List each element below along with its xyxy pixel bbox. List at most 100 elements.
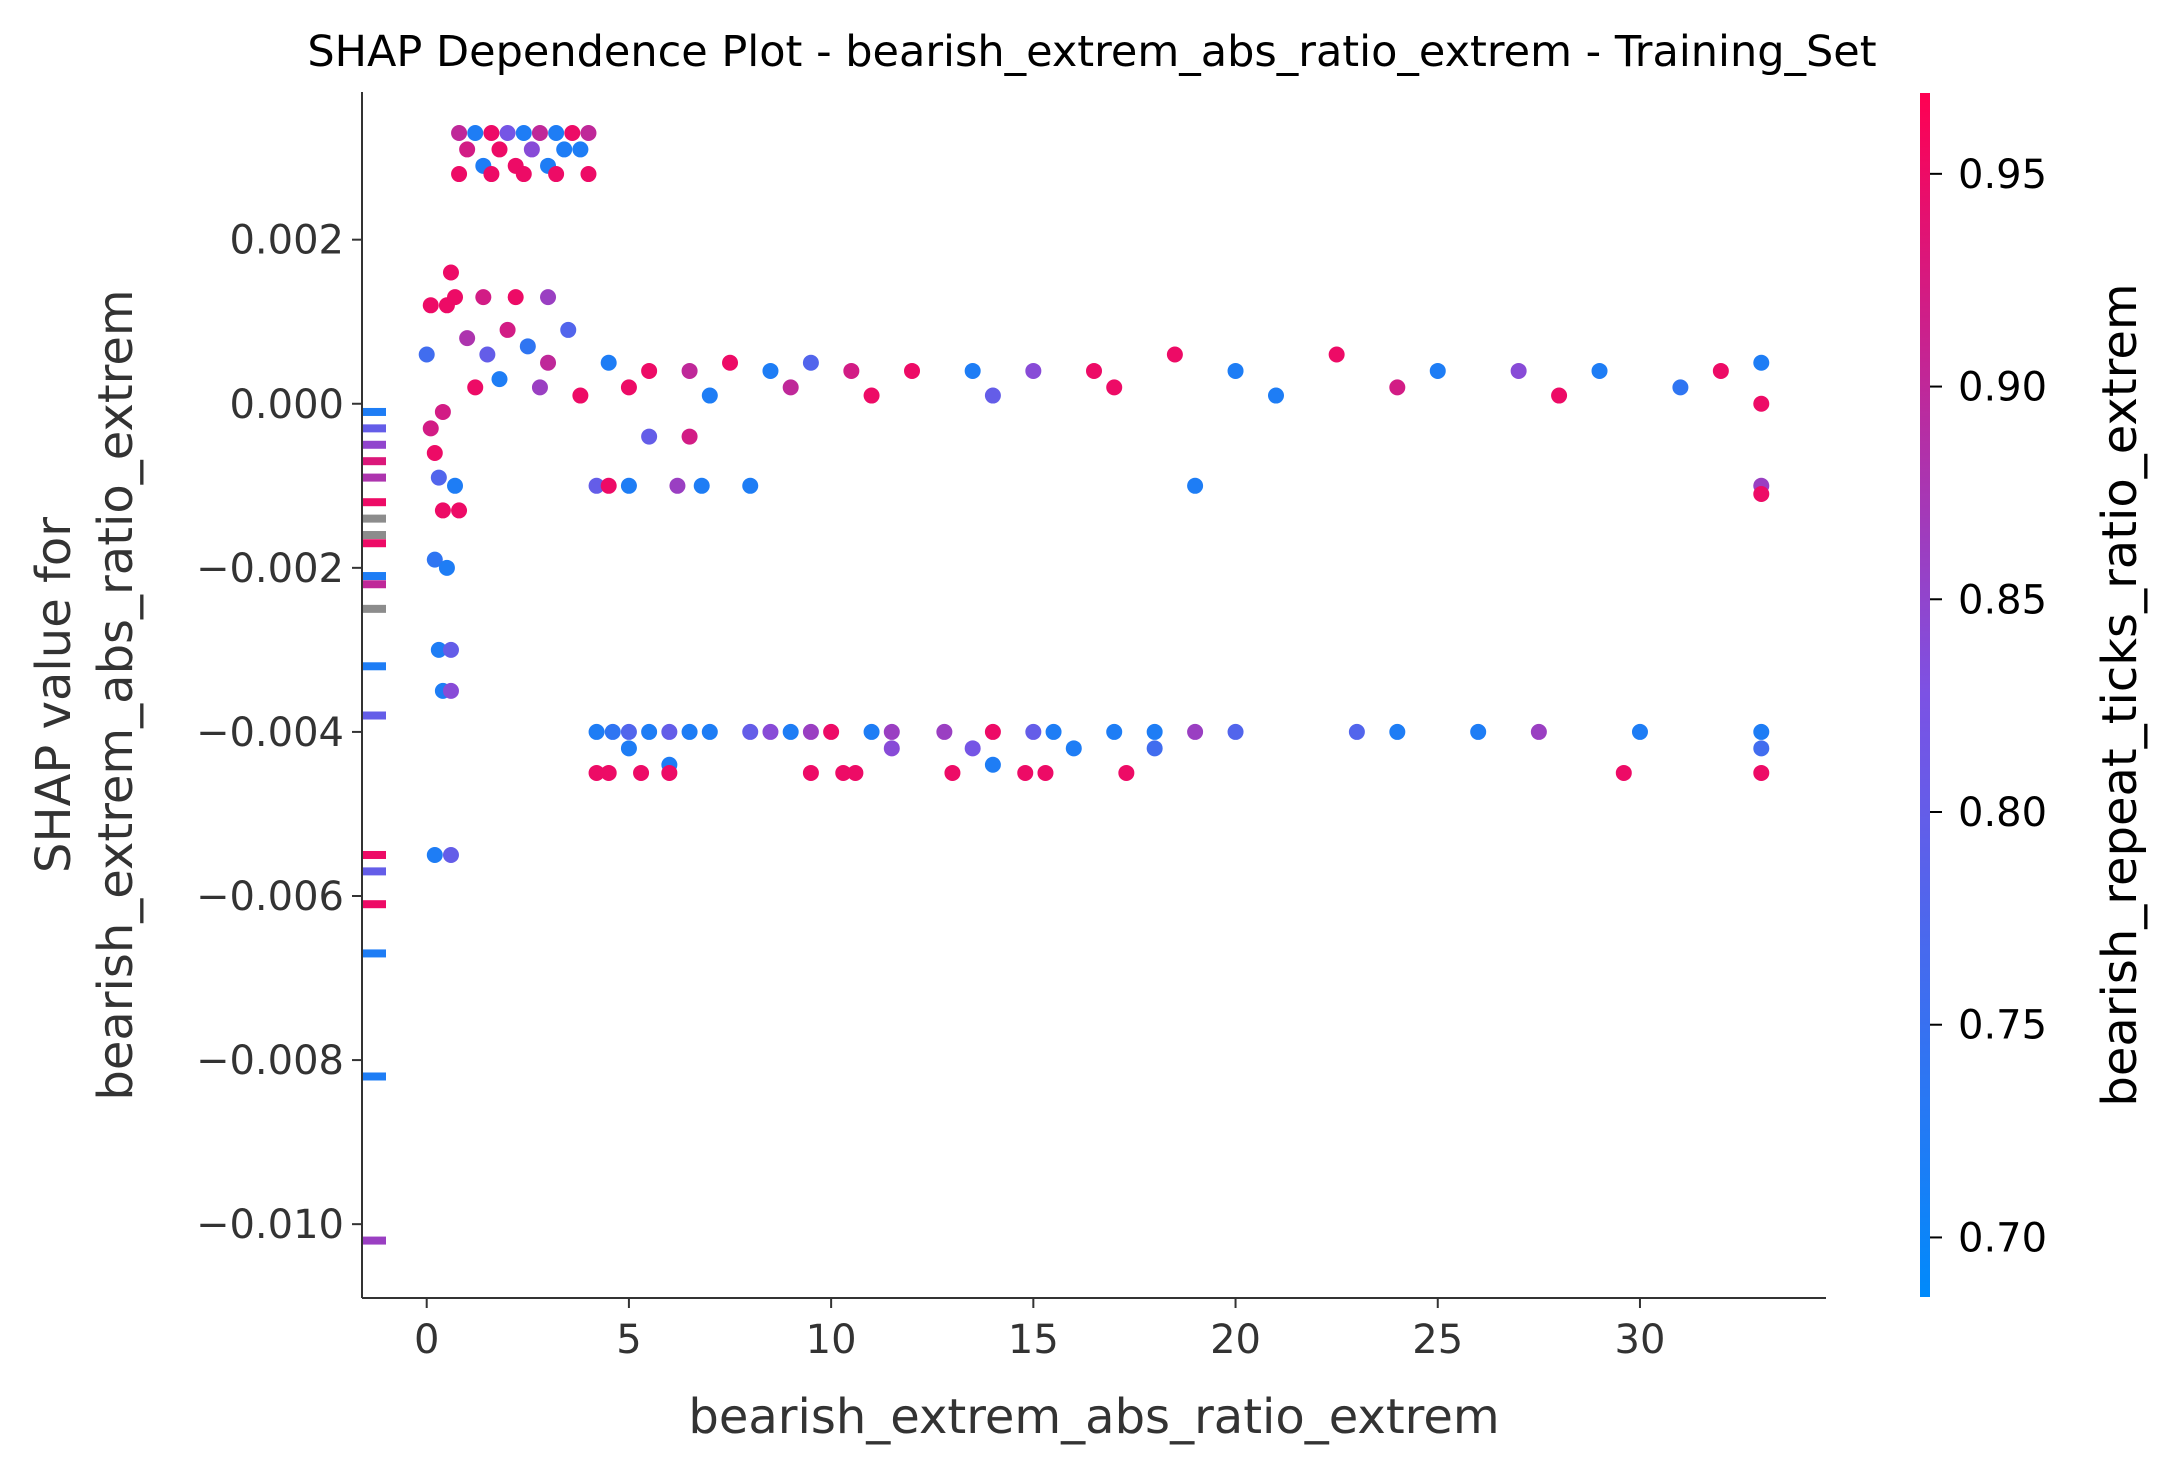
missing-value-mark	[362, 900, 386, 909]
data-point	[1045, 723, 1062, 740]
data-point	[847, 764, 864, 781]
data-point	[1017, 764, 1034, 781]
missing-value-mark	[362, 1236, 386, 1245]
data-point	[430, 469, 447, 486]
colorbar-tick-label: 0.70	[1958, 1215, 2047, 1261]
data-point	[467, 379, 484, 396]
data-point	[438, 559, 455, 576]
data-point	[418, 346, 435, 363]
data-point	[661, 764, 678, 781]
data-point	[1227, 362, 1244, 379]
data-point	[984, 723, 1001, 740]
data-point	[600, 764, 617, 781]
data-point	[762, 362, 779, 379]
data-point	[863, 723, 880, 740]
y-tick-label: −0.008	[196, 1038, 344, 1084]
data-point	[964, 740, 981, 757]
data-point	[701, 387, 718, 404]
data-point	[1348, 723, 1365, 740]
data-point	[442, 846, 459, 863]
data-point	[499, 321, 516, 338]
colorbar-tick-label: 0.80	[1958, 790, 2047, 836]
data-point	[681, 428, 698, 445]
data-point	[491, 141, 508, 158]
data-point	[1025, 362, 1042, 379]
data-point	[442, 682, 459, 699]
missing-value-mark	[362, 531, 386, 540]
data-point	[422, 420, 439, 437]
data-point	[1187, 723, 1204, 740]
data-point	[1086, 362, 1102, 379]
data-point	[1712, 362, 1729, 379]
data-point	[434, 403, 451, 420]
missing-value-mark	[362, 457, 386, 466]
data-point	[1106, 379, 1123, 396]
data-point	[1753, 395, 1770, 412]
data-point	[984, 387, 1001, 404]
data-point	[588, 764, 605, 781]
data-point	[1510, 362, 1527, 379]
data-point	[1429, 362, 1446, 379]
data-point	[661, 723, 678, 740]
data-point	[802, 764, 819, 781]
x-tick-label: 0	[414, 1317, 439, 1363]
missing-value-mark	[362, 473, 386, 482]
data-point	[964, 362, 981, 379]
colorbar-label: bearish_repeat_ticks_ratio_extrem	[2092, 283, 2148, 1106]
data-point	[1146, 723, 1163, 740]
x-tick-label: 25	[1412, 1317, 1463, 1363]
data-point	[904, 362, 921, 379]
data-point	[1146, 740, 1163, 757]
y-tick-label: −0.004	[196, 710, 344, 756]
data-point	[451, 502, 468, 519]
data-point	[1389, 723, 1406, 740]
data-point	[1267, 387, 1284, 404]
data-point	[883, 740, 900, 757]
missing-value-mark	[362, 514, 386, 523]
data-point	[620, 723, 637, 740]
data-point	[507, 289, 524, 306]
missing-value-mark	[362, 440, 386, 449]
data-point	[742, 723, 759, 740]
data-point	[442, 264, 459, 281]
data-point	[1615, 764, 1632, 781]
data-point	[483, 166, 500, 183]
data-point	[459, 330, 476, 347]
y-axis-label-line2: bearish_extrem_abs_ratio_extrem	[88, 289, 144, 1100]
data-point	[1037, 764, 1054, 781]
y-tick-label: 0.002	[229, 218, 344, 264]
data-point	[1672, 379, 1689, 396]
data-point	[681, 362, 698, 379]
data-point	[936, 723, 953, 740]
data-point	[564, 125, 581, 142]
data-point	[701, 723, 718, 740]
data-point	[1631, 723, 1648, 740]
data-point	[442, 641, 459, 658]
data-point	[540, 289, 557, 306]
data-point	[1753, 740, 1770, 757]
data-point	[430, 641, 447, 658]
missing-value-mark	[362, 949, 386, 958]
y-tick-label: −0.002	[196, 546, 344, 592]
data-point	[572, 387, 589, 404]
data-point	[620, 477, 637, 494]
data-point	[984, 756, 1001, 773]
data-point	[1106, 723, 1123, 740]
missing-value-mark	[362, 662, 386, 671]
data-point	[641, 428, 658, 445]
data-point	[641, 723, 658, 740]
data-point	[722, 354, 739, 371]
data-point	[548, 125, 565, 142]
data-point	[1591, 362, 1608, 379]
data-point	[588, 723, 605, 740]
colorbar-ticks: 0.70 0.75 0.80 0.85 0.90 0.95	[1930, 152, 2047, 1261]
data-point	[681, 723, 698, 740]
data-point	[620, 740, 637, 757]
data-point	[580, 166, 597, 183]
data-point	[604, 723, 621, 740]
data-point	[1118, 764, 1135, 781]
y-tick-label: −0.006	[196, 874, 344, 920]
data-point	[823, 723, 840, 740]
data-point	[835, 764, 852, 781]
data-point	[1227, 723, 1244, 740]
